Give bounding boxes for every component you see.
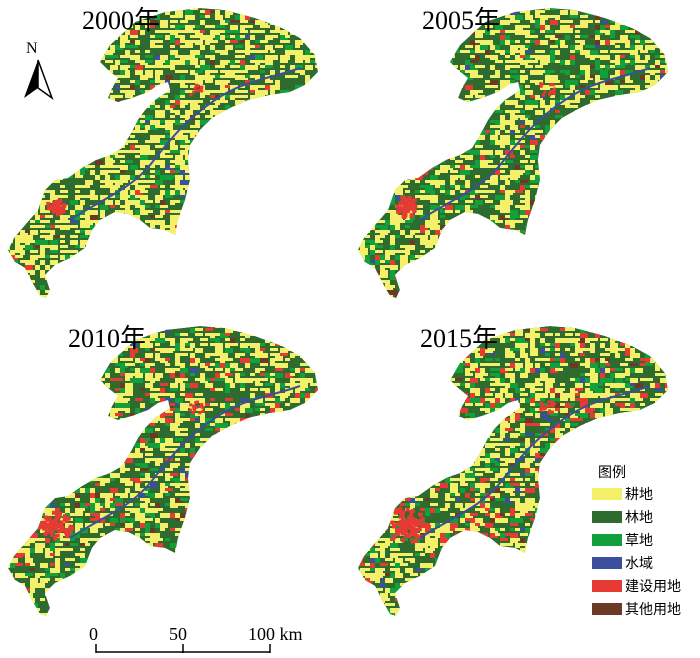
map-panel-2015: 2015年 — [350, 318, 700, 640]
land-use-texture — [358, 8, 668, 298]
legend-swatch-other — [592, 603, 622, 615]
north-arrow-icon — [24, 59, 54, 101]
legend-swatch-water — [592, 557, 622, 569]
land-use-map-2015 — [358, 326, 668, 616]
scale-tick-50: 50 — [169, 624, 187, 644]
land-use-map-2005 — [358, 8, 668, 298]
year-title-2015: 2015年 — [420, 324, 499, 353]
legend-label: 建设用地 — [625, 579, 681, 595]
legend-swatch-cultivated — [592, 488, 622, 500]
land-use-map-2010 — [8, 326, 318, 616]
legend-item-cultivated: 耕地 — [592, 484, 700, 503]
year-title-2010: 2010年 — [68, 324, 147, 353]
legend-label: 其他用地 — [625, 602, 681, 618]
legend-label: 水域 — [625, 556, 653, 572]
legend-item-other: 其他用地 — [592, 599, 700, 618]
legend-item-grassland: 草地 — [592, 530, 700, 549]
map-panel-2000: 2000年 — [0, 0, 350, 322]
legend-label: 草地 — [625, 533, 653, 549]
legend-item-forest: 林地 — [592, 507, 700, 526]
scale-bar — [95, 644, 271, 653]
legend-swatch-grassland — [592, 534, 622, 546]
legend-label: 林地 — [625, 510, 653, 526]
legend-item-construction: 建设用地 — [592, 576, 700, 595]
map-panel-2010: 2010年 — [0, 318, 350, 640]
scale-tick-100: 100 km — [248, 624, 303, 644]
north-label: N — [26, 40, 38, 57]
legend-label: 耕地 — [625, 487, 653, 503]
legend-swatch-forest — [592, 511, 622, 523]
legend-swatch-construction — [592, 580, 622, 592]
land-use-map-2000 — [8, 8, 318, 298]
year-title-2000: 2000年 — [82, 6, 161, 35]
scale-tick-0: 0 — [89, 624, 98, 644]
map-panel-2005: 2005年 — [350, 0, 700, 322]
land-use-texture — [8, 326, 318, 616]
legend-item-water: 水域 — [592, 553, 700, 572]
legend-title: 图例 — [598, 465, 626, 481]
year-title-2005: 2005年 — [422, 6, 501, 35]
